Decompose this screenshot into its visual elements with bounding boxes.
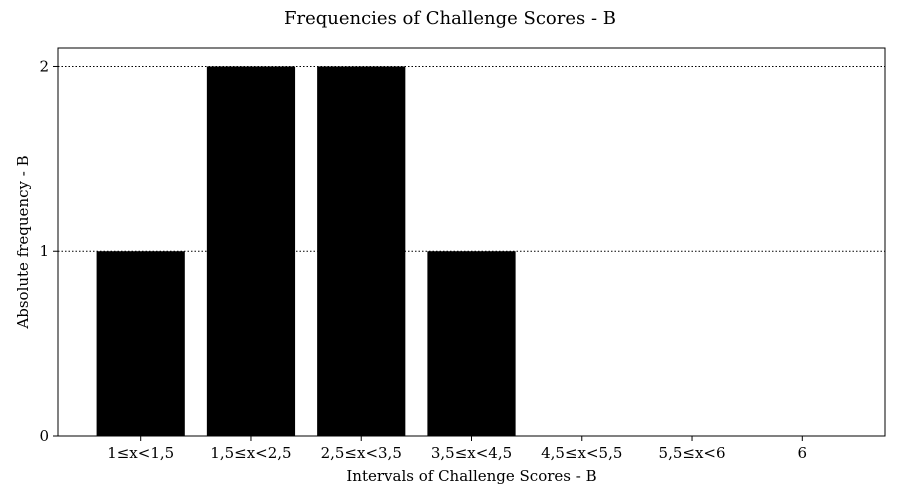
bar — [427, 251, 516, 436]
x-tick-label: 3,5≤x<4,5 — [431, 444, 512, 462]
y-tick-label: 1 — [39, 242, 49, 260]
bar — [96, 251, 185, 436]
y-axis-ticks: 0 1 2 — [39, 57, 58, 445]
x-axis-label: Intervals of Challenge Scores - B — [346, 467, 596, 485]
x-tick-label: 4,5≤x<5,5 — [541, 444, 622, 462]
bar — [206, 66, 296, 436]
x-tick-label: 1,5≤x<2,5 — [210, 444, 291, 462]
y-tick-label: 2 — [39, 57, 49, 75]
y-axis-label: Absolute frequency - B — [14, 155, 32, 329]
bars-layer — [96, 66, 516, 436]
bar — [317, 66, 406, 436]
chart-title: Frequencies of Challenge Scores - B — [284, 8, 616, 29]
x-tick-label: 5,5≤x<6 — [659, 444, 726, 462]
x-tick-label: 6 — [798, 444, 808, 462]
grid-layer — [58, 65, 885, 252]
y-tick-label: 0 — [39, 427, 49, 445]
x-tick-label: 1≤x<1,5 — [107, 444, 174, 462]
x-tick-label: 2,5≤x<3,5 — [321, 444, 402, 462]
x-axis-ticks: 1≤x<1,5 1,5≤x<2,5 2,5≤x<3,5 3,5≤x<4,5 4,5≤x<… — [107, 436, 807, 462]
